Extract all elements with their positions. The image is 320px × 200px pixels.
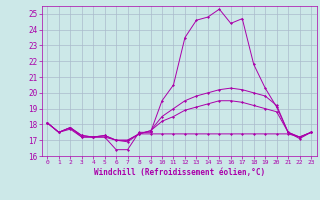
X-axis label: Windchill (Refroidissement éolien,°C): Windchill (Refroidissement éolien,°C): [94, 168, 265, 177]
